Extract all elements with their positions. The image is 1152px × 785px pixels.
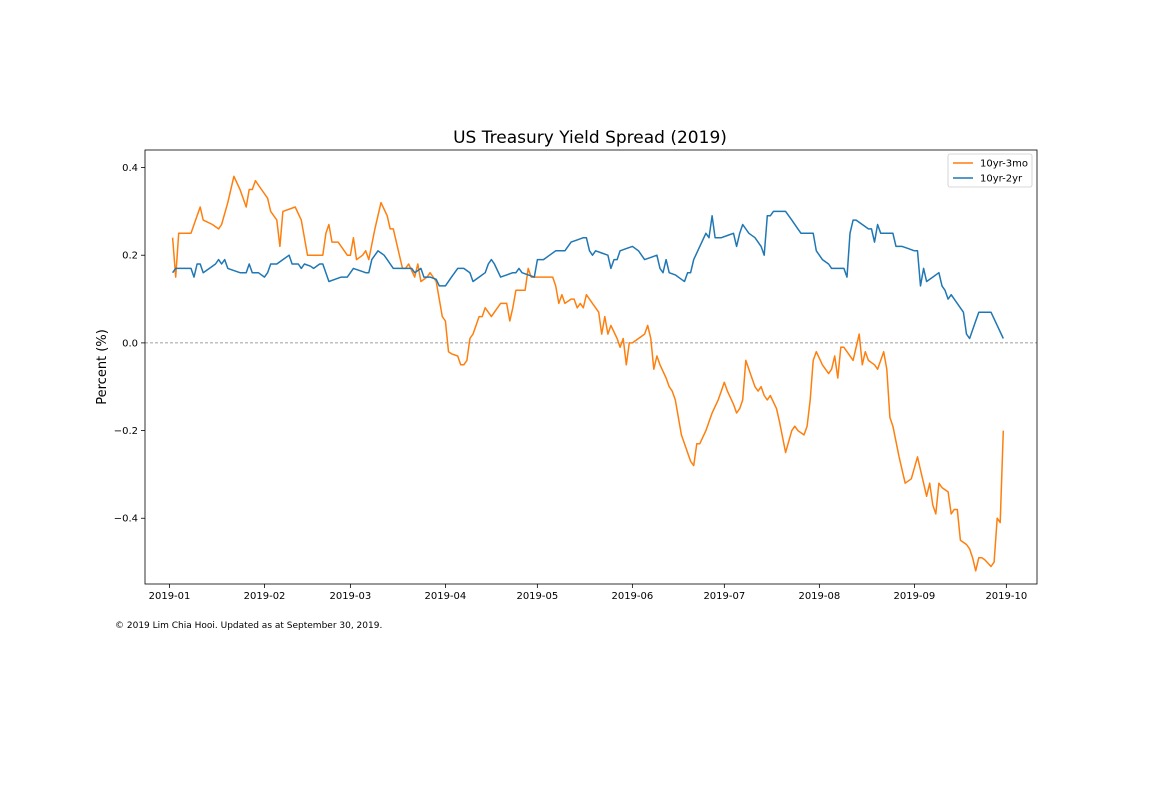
y-tick-label: 0.0 xyxy=(122,338,138,349)
x-tick-label: 2019-04 xyxy=(425,591,467,602)
x-tick-label: 2019-01 xyxy=(149,591,191,602)
x-tick-label: 2019-02 xyxy=(244,591,286,602)
series-line-10yr-3mo xyxy=(171,175,1005,572)
x-tick-label: 2019-09 xyxy=(893,591,935,602)
x-tick-label: 2019-08 xyxy=(798,591,840,602)
y-tick-label: 0.4 xyxy=(122,163,138,174)
y-axis-label: Percent (%) xyxy=(95,329,110,405)
legend-label-10yr-3mo: 10yr-3mo xyxy=(980,159,1028,170)
copyright-caption: © 2019 Lim Chia Hooi. Updated as at Sept… xyxy=(115,621,383,631)
plot-area xyxy=(145,175,1037,572)
series-line-10yr-2yr xyxy=(171,210,1004,340)
x-tick-label: 2019-06 xyxy=(611,591,653,602)
chart-title: US Treasury Yield Spread (2019) xyxy=(453,128,727,148)
y-tick-label: −0.2 xyxy=(114,426,138,437)
legend: 10yr-3mo 10yr-2yr xyxy=(947,153,1033,188)
legend-label-10yr-2yr: 10yr-2yr xyxy=(980,174,1023,185)
y-tick-label: 0.2 xyxy=(122,251,138,262)
x-tick-label: 2019-03 xyxy=(329,591,371,602)
axes: 0.4 0.2 0.0 −0.2 −0.4 2019-01 2019-02 2019-03 20… xyxy=(114,149,1038,602)
x-tick-label: 2019-10 xyxy=(985,591,1027,602)
x-tick-label: 2019-07 xyxy=(703,591,745,602)
y-tick-label: −0.4 xyxy=(114,514,138,525)
x-tick-label: 2019-05 xyxy=(516,591,558,602)
axes-frame xyxy=(144,149,1038,585)
